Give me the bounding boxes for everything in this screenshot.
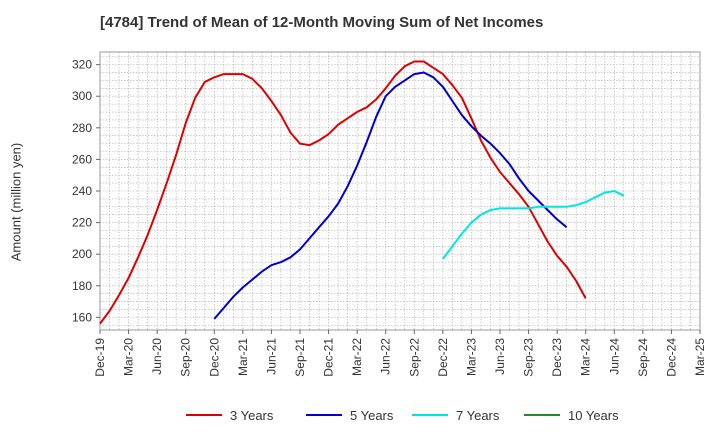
x-tick-label: Dec-24 (664, 338, 678, 377)
legend-swatch (524, 414, 560, 416)
x-tick-label: Mar-21 (236, 338, 250, 376)
x-tick-label: Dec-20 (207, 338, 221, 377)
x-tick-label: Sep-21 (293, 338, 307, 377)
x-axis-ticks: Dec-19 Mar-20 Jun-20 Sep-20 Dec-20 Mar-21 Jun-… (93, 330, 707, 377)
y-tick-label: 220 (72, 216, 92, 230)
legend-label: 5 Years (350, 407, 394, 423)
x-tick-label: Mar-20 (122, 338, 136, 376)
y-tick-label: 260 (72, 152, 92, 166)
y-tick-label: 200 (72, 247, 92, 261)
x-tick-label: Sep-24 (636, 338, 650, 377)
legend: 3 Years 5 Years 7 Years 10 Years (0, 404, 720, 426)
x-tick-label: Jun-23 (493, 338, 507, 375)
legend-label: 3 Years (230, 407, 274, 423)
x-tick-label: Dec-22 (436, 338, 450, 377)
legend-item-10-years: 10 Years (524, 404, 619, 426)
y-tick-label: 180 (72, 279, 92, 293)
x-tick-label: Mar-23 (464, 338, 478, 376)
y-axis-ticks: 160 180 200 220 240 260 280 300 320 (72, 58, 100, 324)
y-tick-label: 160 (72, 310, 92, 324)
x-tick-label: Dec-23 (550, 338, 564, 377)
legend-item-3-years: 3 Years (186, 404, 273, 426)
x-tick-label: Jun-21 (264, 338, 278, 375)
series-line-3-years (99, 60, 587, 325)
x-tick-label: Mar-25 (693, 338, 707, 376)
x-tick-label: Jun-24 (607, 338, 621, 375)
x-tick-label: Jun-22 (379, 338, 393, 375)
line-chart: 160 180 200 220 240 260 280 300 320 Dec-19 Mar-20… (72, 51, 707, 377)
legend-swatch (306, 414, 342, 416)
legend-item-7-years: 7 Years (412, 404, 499, 426)
legend-swatch (186, 414, 222, 416)
x-tick-label: Sep-20 (179, 338, 193, 377)
x-tick-label: Sep-22 (407, 338, 421, 377)
legend-swatch (412, 414, 448, 416)
x-tick-label: Jun-20 (150, 338, 164, 375)
x-tick-label: Mar-24 (579, 338, 593, 376)
series-lines (99, 60, 625, 325)
chart-title: [4784] Trend of Mean of 12-Month Moving … (100, 14, 544, 31)
series-line-5-years (213, 71, 568, 320)
grid-lines (100, 52, 700, 330)
x-tick-label: Dec-21 (322, 338, 336, 377)
x-tick-label: Mar-22 (350, 338, 364, 376)
series-line-7-years (442, 190, 625, 260)
legend-item-5-years: 5 Years (306, 404, 393, 426)
y-tick-label: 320 (72, 58, 92, 72)
x-tick-label: Dec-19 (93, 338, 107, 377)
legend-label: 10 Years (568, 407, 619, 423)
y-tick-label: 300 (72, 89, 92, 103)
y-tick-label: 280 (72, 121, 92, 135)
y-tick-label: 240 (72, 184, 92, 198)
x-tick-label: Sep-23 (522, 338, 536, 377)
legend-label: 7 Years (456, 407, 500, 423)
